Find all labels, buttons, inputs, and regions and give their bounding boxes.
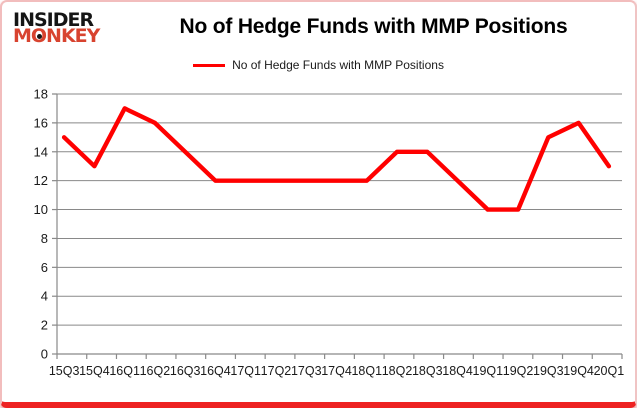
chart-legend: No of Hedge Funds with MMP Positions (2, 58, 635, 72)
x-tick-label: 17Q4 (321, 364, 352, 378)
logo-monkey-eye-dot (37, 34, 42, 39)
y-tick-label: 8 (41, 231, 48, 246)
y-tick-label: 0 (41, 347, 48, 362)
series-line (61, 106, 612, 212)
chart-title: No of Hedge Funds with MMP Positions (179, 15, 568, 38)
legend-line-marker (193, 63, 226, 67)
x-tick-label: 19Q3 (533, 364, 564, 378)
x-tick-label: 19Q1 (473, 364, 504, 378)
y-tick-label: 10 (34, 202, 48, 217)
x-tick-label: 17Q2 (261, 364, 292, 378)
x-tick-label: 15Q3 (49, 364, 80, 378)
gridlines (57, 93, 622, 326)
y-tick-label: 16 (34, 115, 48, 130)
x-tick-label: 16Q2 (140, 364, 171, 378)
y-tick-label: 2 (41, 318, 48, 333)
x-tick-label: 17Q1 (230, 364, 261, 378)
x-tick-label: 16Q3 (170, 364, 201, 378)
insider-monkey-logo: INSIDER MONKEY (13, 9, 100, 47)
x-tick-label: 18Q3 (412, 364, 443, 378)
legend-label: No of Hedge Funds with MMP Positions (232, 58, 444, 72)
y-tick-label: 6 (41, 260, 48, 275)
x-tick-label: 16Q1 (109, 364, 140, 378)
x-tick-label: 18Q2 (382, 364, 413, 378)
logo-text-monkey: MONKEY (13, 25, 100, 47)
x-tick-label: 18Q4 (442, 364, 473, 378)
y-tick-label: 12 (34, 173, 48, 188)
y-tick-label: 14 (34, 144, 48, 159)
x-tick-label: 16Q4 (200, 364, 231, 378)
logo-text-insider: INSIDER (13, 9, 94, 31)
x-tick-label: 17Q3 (291, 364, 322, 378)
x-tick-label: 19Q4 (563, 364, 594, 378)
x-tick-label: 15Q4 (79, 364, 110, 378)
y-axis: 0 2 4 6 8 10 12 14 16 18 (34, 87, 58, 362)
x-tick-label: 18Q1 (351, 364, 382, 378)
x-tick-label: 20Q1 (594, 364, 625, 378)
x-tick-label: 19Q2 (503, 364, 534, 378)
x-axis: 15Q3 15Q4 16Q1 16Q2 16Q3 16Q4 17Q1 17Q2 17Q3 17Q4… (49, 353, 625, 378)
y-tick-label: 18 (34, 87, 48, 102)
y-tick-label: 4 (41, 289, 48, 304)
